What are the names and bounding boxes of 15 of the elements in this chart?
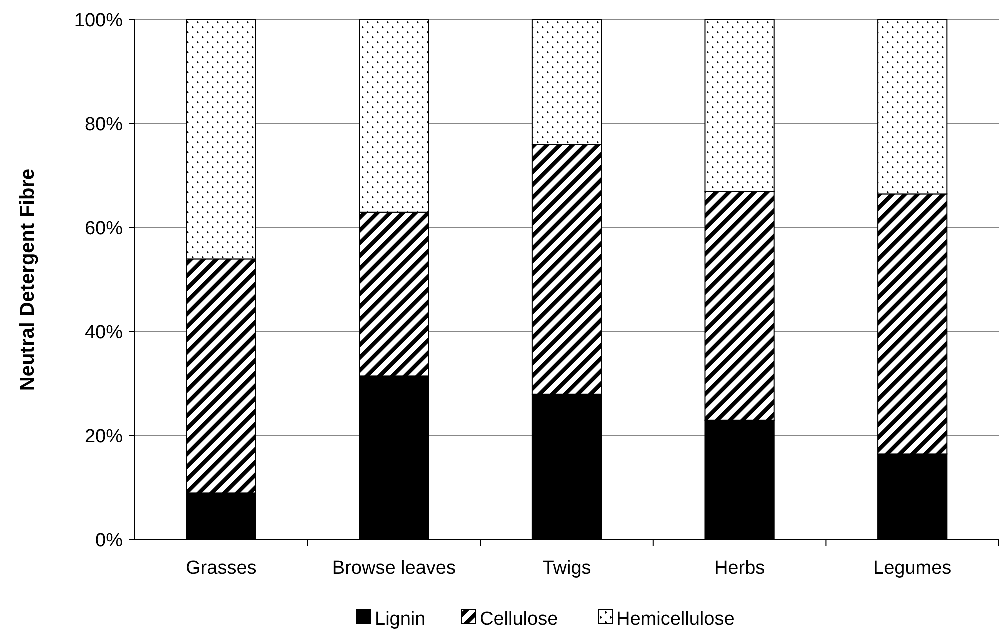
y-tick-label: 80%	[84, 114, 124, 136]
x-tick-label: Twigs	[542, 558, 592, 579]
y-tick-label: 60%	[84, 218, 124, 240]
x-tick-label: Grasses	[186, 558, 257, 579]
legend-label: Cellulose	[480, 609, 558, 630]
legend-label: Hemicellulose	[616, 609, 735, 630]
y-tick-label: 0%	[96, 530, 124, 552]
x-tick-label: Browse leaves	[332, 558, 456, 579]
x-tick-label: Herbs	[714, 558, 766, 579]
y-tick-label: 100%	[74, 10, 124, 32]
x-tick-label: Legumes	[874, 558, 952, 579]
y-tick-label: 20%	[84, 426, 124, 448]
y-axis-title: Neutral Detergent Fibre	[17, 168, 39, 392]
y-tick-label: 40%	[84, 322, 124, 344]
legend-label: Lignin	[375, 609, 426, 630]
